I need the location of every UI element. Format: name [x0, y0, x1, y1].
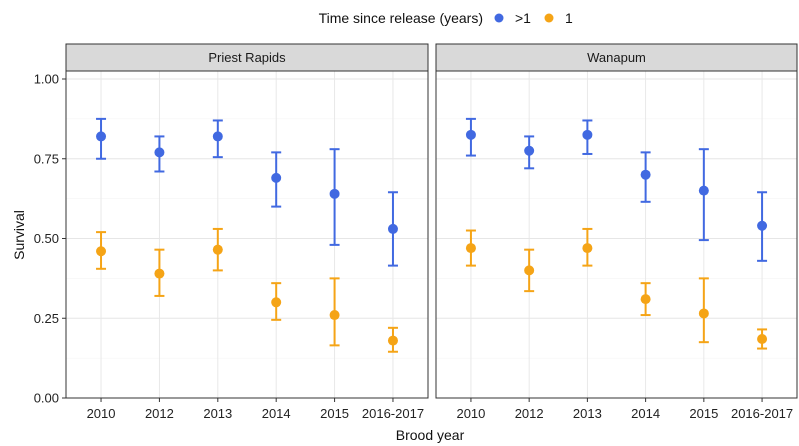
- data-point: [582, 243, 593, 254]
- facet-strip: [65, 43, 429, 72]
- panel-border: [65, 70, 429, 399]
- panel-0: Priest Rapids 2010 2012 2013 2014 2015 2016-20…: [65, 43, 429, 421]
- data-point: [271, 297, 282, 308]
- data-point: [465, 129, 476, 140]
- data-point: [640, 169, 651, 180]
- x-tick-label: 2012: [145, 406, 174, 421]
- x-axis-title: Brood year: [396, 427, 465, 443]
- legend-label-1: 1: [565, 10, 573, 26]
- x-tick-label: 2015: [320, 406, 349, 421]
- series-eq1: [96, 227, 398, 353]
- legend: Time since release (years) >1 1: [319, 10, 573, 26]
- y-tick-label: 0.50: [34, 231, 59, 246]
- panel-background: [66, 71, 428, 398]
- facet-label: Priest Rapids: [208, 50, 286, 65]
- series-eq1: [465, 227, 768, 350]
- data-point: [757, 333, 768, 344]
- x-tick-label: 2014: [631, 406, 660, 421]
- data-point: [154, 147, 165, 158]
- legend-key-1: [544, 13, 554, 23]
- panel-border: [435, 70, 798, 399]
- x-tick-label: 2010: [456, 406, 485, 421]
- data-point: [524, 265, 535, 276]
- data-point: [465, 243, 476, 254]
- panel-1: Wanapum 2010 2012 2013 2014 2015 2016-2017: [435, 43, 798, 421]
- legend-title: Time since release (years): [319, 10, 483, 26]
- x-tick-label: 2013: [203, 406, 232, 421]
- data-point: [582, 129, 593, 140]
- data-point: [271, 172, 282, 183]
- x-tick-label: 2014: [262, 406, 291, 421]
- facet-label: Wanapum: [587, 50, 646, 65]
- y-axis: 0.00 0.25 0.50 0.75 1.00: [34, 72, 66, 406]
- x-tick-label: 2013: [573, 406, 602, 421]
- data-point: [757, 220, 768, 231]
- series-gt1: [465, 117, 768, 262]
- x-tick-label: 2010: [87, 406, 116, 421]
- y-tick-label: 0.25: [34, 311, 59, 326]
- legend-label-0: >1: [515, 10, 531, 26]
- data-point: [96, 246, 107, 257]
- data-point: [212, 244, 223, 255]
- data-point: [698, 185, 709, 196]
- data-point: [329, 188, 340, 199]
- data-point: [524, 145, 535, 156]
- panel-background: [436, 71, 797, 398]
- facet-strip: [435, 43, 798, 72]
- data-point: [154, 268, 165, 279]
- data-point: [212, 131, 223, 142]
- data-point: [640, 294, 651, 305]
- data-point: [329, 310, 340, 321]
- data-point: [387, 335, 398, 346]
- data-point: [96, 131, 107, 142]
- data-point: [698, 308, 709, 319]
- x-tick-label: 2016-2017: [362, 406, 424, 421]
- x-tick-label: 2015: [689, 406, 718, 421]
- y-tick-label: 1.00: [34, 72, 59, 87]
- series-gt1: [96, 117, 398, 267]
- y-axis-title: Survival: [11, 210, 27, 260]
- y-tick-label: 0.00: [34, 391, 59, 406]
- x-tick-label: 2012: [515, 406, 544, 421]
- x-tick-label: 2016-2017: [731, 406, 793, 421]
- y-tick-label: 0.75: [34, 151, 59, 166]
- legend-key-0: [494, 13, 504, 23]
- data-point: [387, 223, 398, 234]
